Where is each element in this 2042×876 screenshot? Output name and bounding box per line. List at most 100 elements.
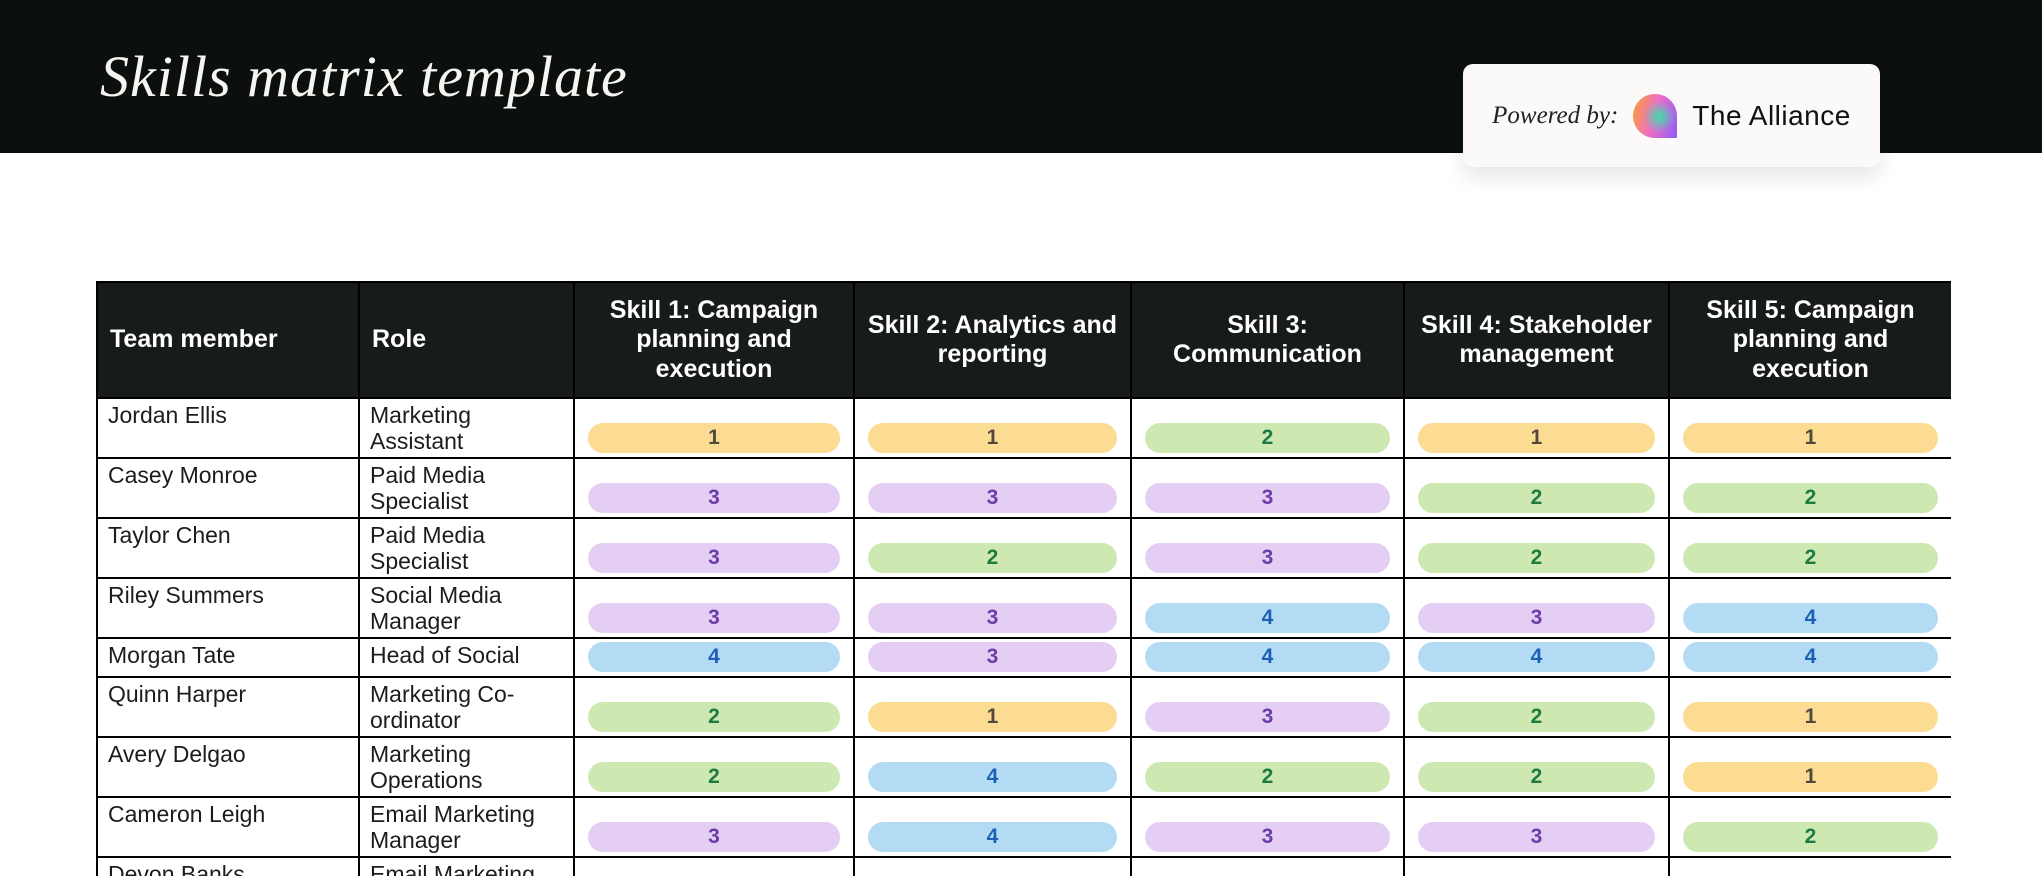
role-cell: Marketing Operations — [358, 736, 575, 798]
skill-rating-pill: 4 — [588, 642, 840, 672]
skill-rating-pill: 2 — [1418, 762, 1655, 792]
skill-cell: 1 — [1668, 736, 1951, 798]
skill-cell: 3 — [853, 577, 1132, 639]
role-cell: Marketing Co-ordinator — [358, 676, 575, 738]
skill-rating-pill: 3 — [1418, 603, 1655, 633]
skill-cell: 1 — [1403, 397, 1670, 459]
skill-rating-pill: 2 — [1683, 543, 1938, 573]
skill-rating-pill: 4 — [1145, 603, 1390, 633]
skill-cell: 2 — [1403, 457, 1670, 519]
team-member-cell: Avery Delgao — [96, 736, 360, 798]
skill-rating-pill: 2 — [868, 543, 1117, 573]
skill-rating-pill: 1 — [588, 423, 840, 453]
skill-rating-pill: 1 — [868, 423, 1117, 453]
skill-cell: 3 — [853, 637, 1132, 678]
powered-by-label: Powered by: — [1492, 101, 1619, 129]
skills-matrix-table: Team member Role Skill 1: Campaign plann… — [96, 281, 1951, 876]
column-header-skill-3: Skill 3: Communication — [1130, 281, 1405, 399]
skill-cell: 4 — [1403, 637, 1670, 678]
team-member-cell: Quinn Harper — [96, 676, 360, 738]
skill-rating-pill: 1 — [1683, 702, 1938, 732]
column-header-team-member: Team member — [96, 281, 360, 399]
team-member-cell: Riley Summers — [96, 577, 360, 639]
skill-rating-pill: 3 — [588, 603, 840, 633]
skill-cell: 1 — [853, 676, 1132, 738]
role-cell: Marketing Assistant — [358, 397, 575, 459]
skill-cell — [1403, 856, 1670, 876]
powered-by-badge[interactable]: Powered by: The Alliance — [1463, 64, 1880, 167]
skill-cell: 1 — [853, 397, 1132, 459]
skill-cell: 3 — [1130, 457, 1405, 519]
skill-rating-pill: 3 — [588, 543, 840, 573]
table-body: Jordan Ellis Marketing Assistant 1 1 2 1… — [96, 397, 1951, 876]
brand-name: The Alliance — [1692, 99, 1851, 131]
skill-cell: 3 — [573, 796, 855, 858]
skill-cell: 4 — [853, 736, 1132, 798]
column-header-skill-5: Skill 5: Campaign planning and execution — [1668, 281, 1951, 399]
team-member-cell: Morgan Tate — [96, 637, 360, 678]
skill-cell — [1130, 856, 1405, 876]
skill-rating-pill: 2 — [588, 702, 840, 732]
skill-rating-pill: 3 — [868, 483, 1117, 513]
skill-cell: 2 — [1668, 796, 1951, 858]
skill-rating-pill: 4 — [1145, 642, 1390, 672]
skill-cell: 1 — [1668, 676, 1951, 738]
skill-cell: 3 — [1403, 796, 1670, 858]
skills-matrix-table-container: Team member Role Skill 1: Campaign plann… — [96, 281, 1951, 876]
skill-cell: 2 — [1130, 397, 1405, 459]
skill-cell: 2 — [1403, 676, 1670, 738]
skill-rating-pill: 3 — [588, 483, 840, 513]
table-row: Cameron Leigh Email Marketing Manager 3 … — [96, 796, 1951, 858]
column-header-skill-4: Skill 4: Stakeholder management — [1403, 281, 1670, 399]
skill-cell: 2 — [573, 676, 855, 738]
skill-rating-pill: 2 — [1418, 702, 1655, 732]
team-member-cell: Taylor Chen — [96, 517, 360, 579]
skill-cell: 3 — [573, 577, 855, 639]
skill-cell — [853, 856, 1132, 876]
role-cell: Social Media Manager — [358, 577, 575, 639]
skill-rating-pill: 4 — [1418, 642, 1655, 672]
skill-cell: 4 — [573, 637, 855, 678]
skill-cell: 1 — [1668, 397, 1951, 459]
table-row: Quinn Harper Marketing Co-ordinator 2 1 … — [96, 676, 1951, 738]
table-row: Avery Delgao Marketing Operations 2 4 2 … — [96, 736, 1951, 798]
page-title: Skills matrix template — [100, 44, 628, 109]
table-row: Riley Summers Social Media Manager 3 3 4… — [96, 577, 1951, 639]
skill-cell: 4 — [1668, 577, 1951, 639]
alliance-logo-icon — [1633, 93, 1678, 138]
skill-rating-pill: 3 — [1145, 543, 1390, 573]
skill-rating-pill: 2 — [1145, 762, 1390, 792]
role-cell: Email Marketing Manager — [358, 796, 575, 858]
role-cell: Email Marketing — [358, 856, 575, 876]
skill-cell: 1 — [573, 397, 855, 459]
team-member-cell: Jordan Ellis — [96, 397, 360, 459]
skill-rating-pill: 2 — [1418, 483, 1655, 513]
table-row: Morgan Tate Head of Social 4 3 4 4 4 — [96, 637, 1951, 678]
skill-rating-pill: 2 — [1145, 423, 1390, 453]
skill-rating-pill: 4 — [868, 822, 1117, 852]
skill-cell — [573, 856, 855, 876]
role-cell: Head of Social — [358, 637, 575, 678]
skill-cell: 2 — [1668, 457, 1951, 519]
column-header-skill-2: Skill 2: Analytics and reporting — [853, 281, 1132, 399]
skill-cell: 4 — [1130, 637, 1405, 678]
skill-rating-pill: 1 — [868, 702, 1117, 732]
skill-rating-pill: 1 — [1683, 423, 1938, 453]
role-cell: Paid Media Specialist — [358, 517, 575, 579]
skill-cell: 2 — [573, 736, 855, 798]
table-row: Casey Monroe Paid Media Specialist 3 3 3… — [96, 457, 1951, 519]
skill-rating-pill: 4 — [1683, 642, 1938, 672]
skill-cell: 4 — [1130, 577, 1405, 639]
skill-cell: 3 — [573, 517, 855, 579]
role-cell: Paid Media Specialist — [358, 457, 575, 519]
skill-rating-pill: 3 — [1145, 822, 1390, 852]
skill-rating-pill: 3 — [1145, 483, 1390, 513]
column-header-skill-1: Skill 1: Campaign planning and execution — [573, 281, 855, 399]
table-row: Devon Banks Email Marketing — [96, 856, 1951, 876]
column-header-role: Role — [358, 281, 575, 399]
skill-rating-pill: 4 — [1683, 603, 1938, 633]
skill-rating-pill: 2 — [1683, 483, 1938, 513]
skill-cell: 3 — [1403, 577, 1670, 639]
skill-rating-pill: 3 — [1145, 702, 1390, 732]
skill-cell: 2 — [1130, 736, 1405, 798]
